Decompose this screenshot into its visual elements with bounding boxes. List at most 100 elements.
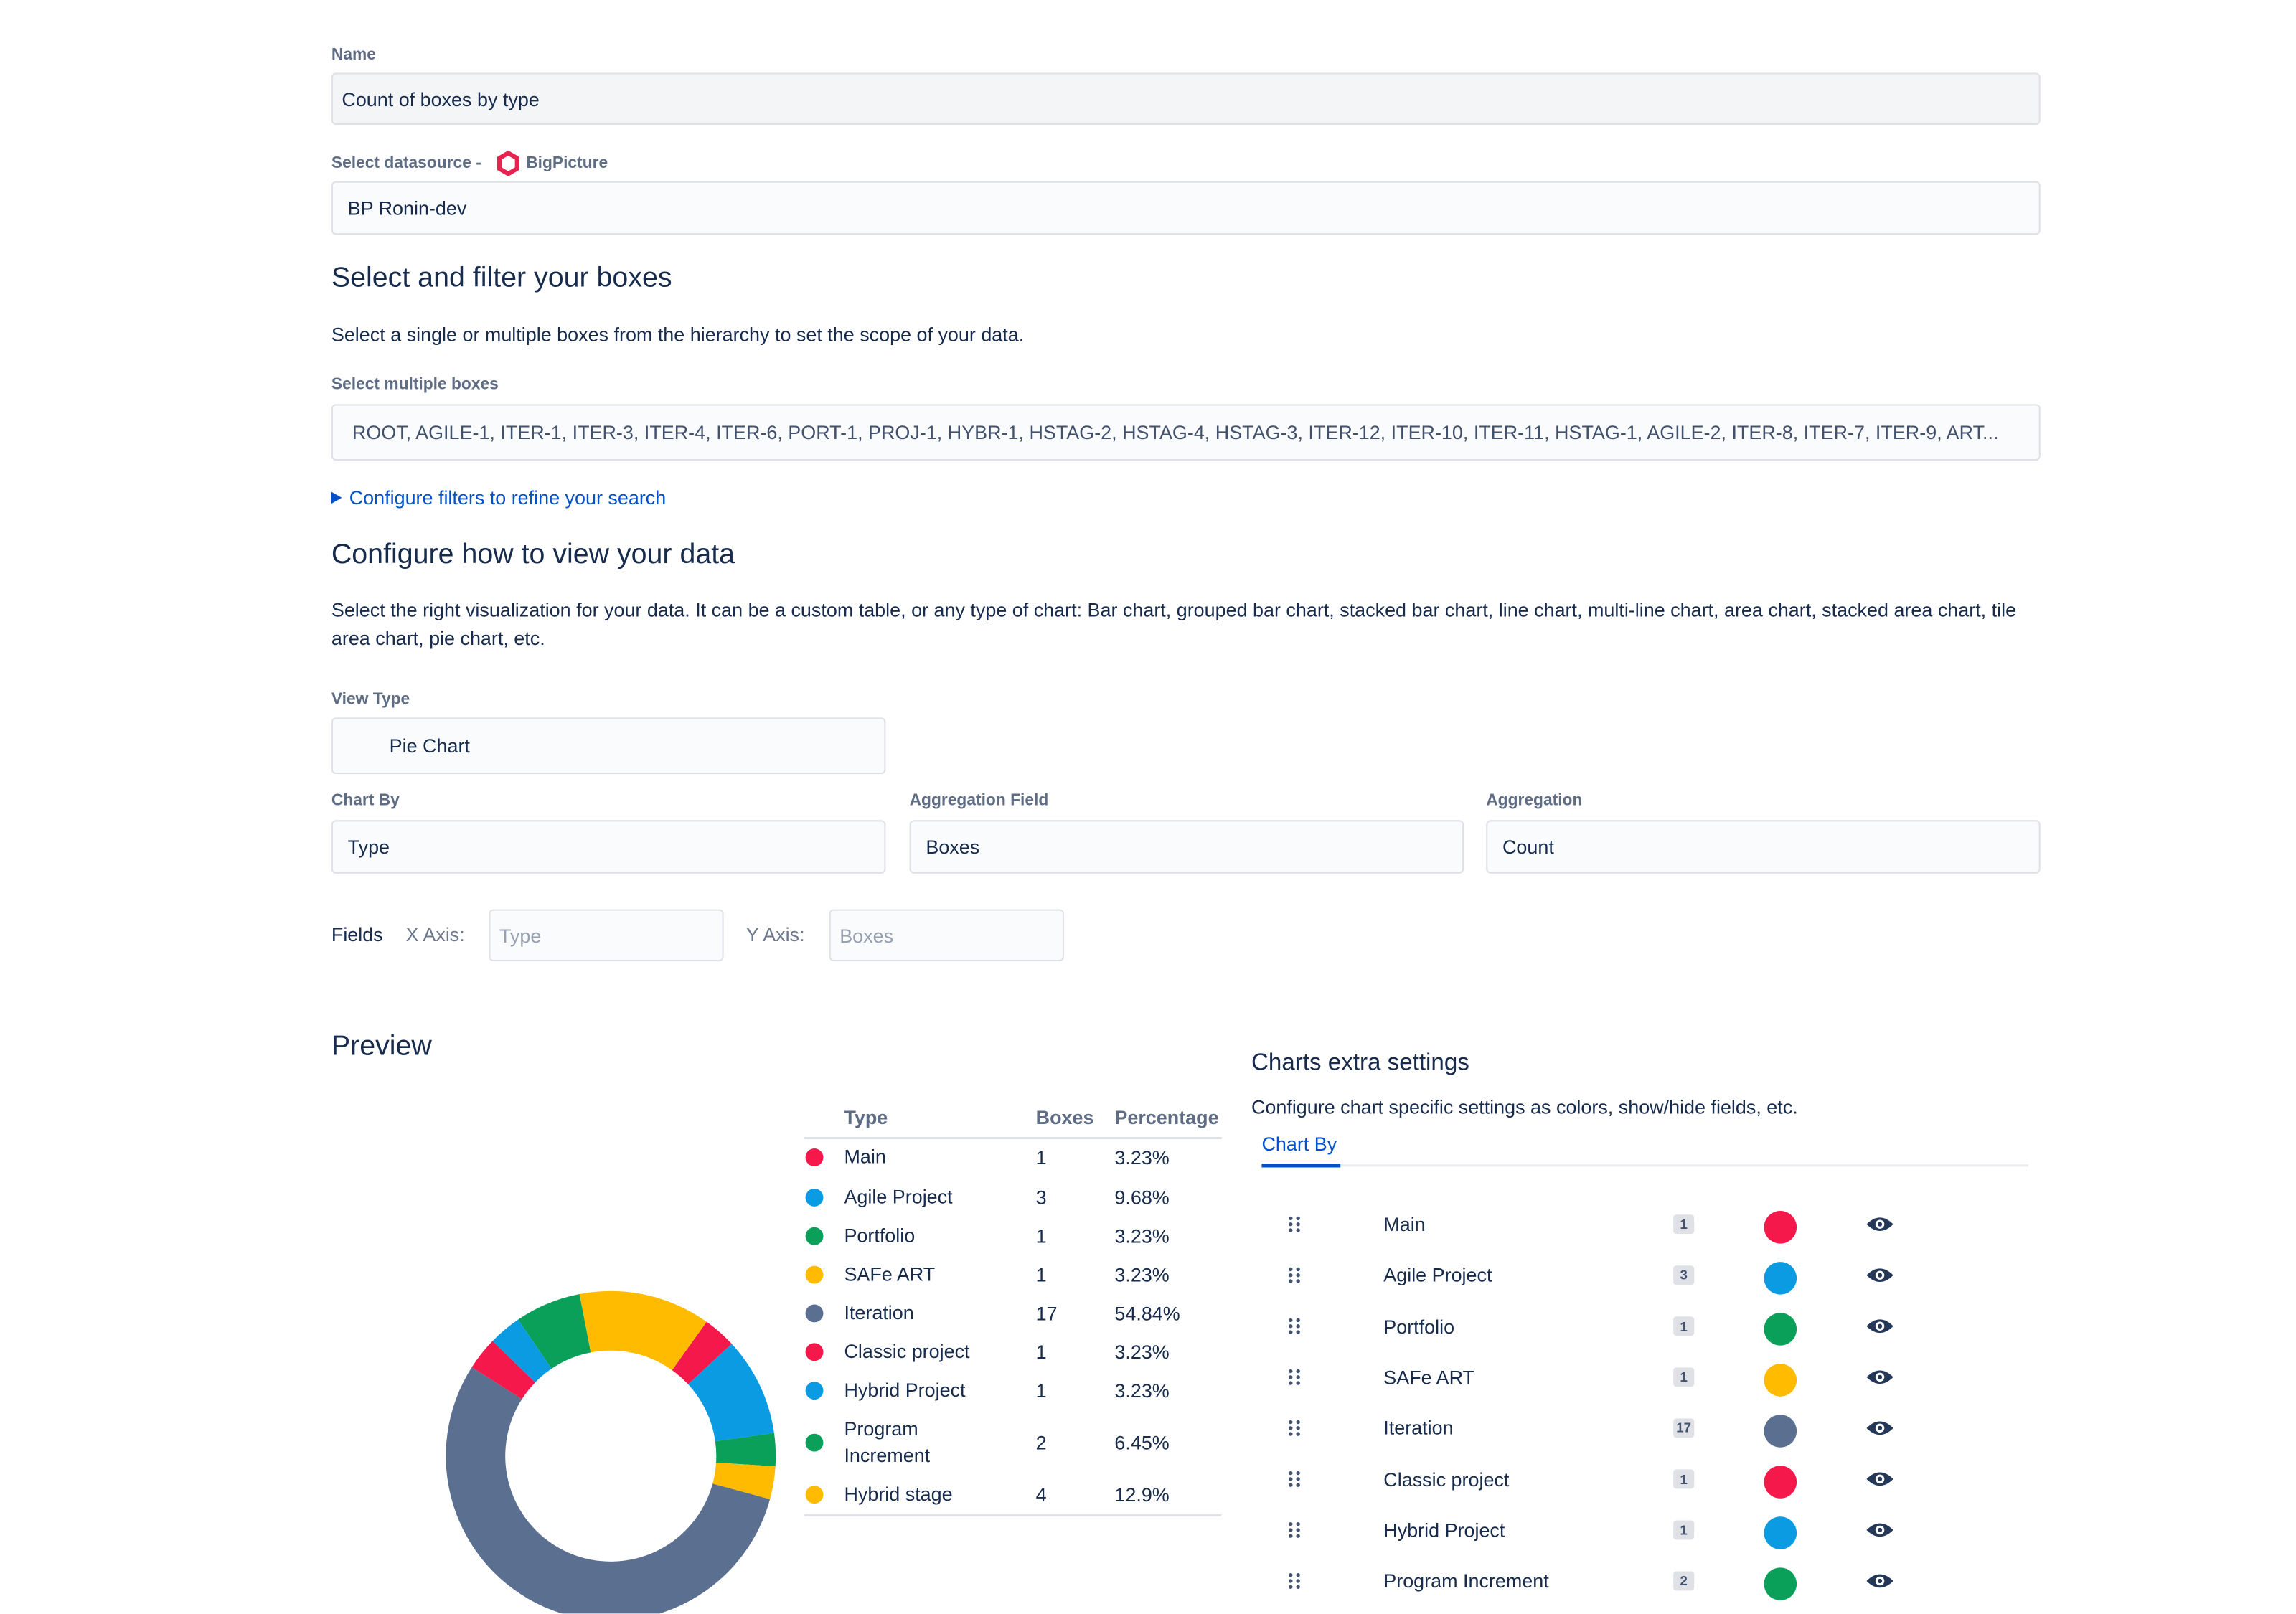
- boxes-cell: 4: [1035, 1483, 1047, 1506]
- color-swatch: [1764, 1313, 1797, 1346]
- count-badge-text: 1: [1680, 1217, 1688, 1232]
- x-axis-placeholder: Type: [499, 925, 542, 948]
- percentage-cell: 3.23%: [1114, 1263, 1170, 1286]
- drag-handle: [1296, 1426, 1300, 1430]
- count-badge: [1673, 1316, 1695, 1336]
- settings-tab[interactable]: Chart By: [1261, 1133, 1337, 1156]
- aggregation-label: Aggregation: [1486, 791, 1583, 810]
- eye-icon: [1877, 1578, 1883, 1584]
- count-badge: [1673, 1520, 1695, 1540]
- type-cell: SAFe ART: [844, 1263, 936, 1285]
- eye-icon: [1877, 1273, 1883, 1278]
- count-badge: [1673, 1418, 1695, 1438]
- color-swatch: [1764, 1415, 1797, 1448]
- name-value: Count of boxes by type: [342, 88, 540, 111]
- drag-handle: [1296, 1324, 1300, 1329]
- count-badge-text: 1: [1680, 1522, 1688, 1538]
- drag-handle: [1296, 1228, 1300, 1232]
- view-type-value: Pie Chart: [389, 735, 470, 758]
- settings-name: Program Increment: [1383, 1570, 1549, 1592]
- aggregation-field-label: Aggregation Field: [909, 791, 1049, 810]
- eye-icon: [1877, 1323, 1883, 1329]
- filters-link[interactable]: Configure filters to refine your search: [349, 486, 667, 509]
- settings-name: Portfolio: [1383, 1315, 1455, 1338]
- type-cell: Program Increment: [844, 1417, 931, 1467]
- y-axis-input[interactable]: [829, 909, 1064, 962]
- drag-handle: [1289, 1579, 1293, 1583]
- type-cell: Hybrid Project: [844, 1379, 966, 1402]
- color-swatch: [1764, 1262, 1797, 1295]
- expand-icon: [331, 491, 342, 504]
- percentage-cell: 3.23%: [1114, 1379, 1170, 1402]
- count-badge-text: 1: [1680, 1318, 1688, 1334]
- donut-slice: [715, 1433, 776, 1467]
- boxes-cell: 3: [1035, 1186, 1047, 1209]
- aggregation-field-select[interactable]: [909, 820, 1464, 874]
- preview-title: Preview: [331, 1031, 432, 1062]
- datasource-select[interactable]: [331, 181, 2041, 235]
- drag-handle: [1296, 1579, 1300, 1583]
- chart-by-select[interactable]: [331, 820, 886, 874]
- eye-icon: [1877, 1425, 1883, 1430]
- drag-handle: [1296, 1572, 1300, 1577]
- drag-handle: [1296, 1318, 1300, 1323]
- view-type-select[interactable]: [331, 717, 886, 775]
- color-swatch: [1764, 1516, 1797, 1549]
- drag-handle: [1296, 1432, 1300, 1436]
- section-desc: Select a single or multiple boxes from t…: [331, 323, 1025, 346]
- drag-handle: [1289, 1528, 1293, 1532]
- drag-handle: [1289, 1273, 1293, 1278]
- donut-slice: [492, 1319, 552, 1383]
- legend-dot: [805, 1148, 824, 1166]
- count-badge-text: 1: [1680, 1471, 1688, 1487]
- count-badge: [1673, 1265, 1695, 1285]
- donut-slice: [471, 1341, 535, 1400]
- drag-handle: [1289, 1521, 1293, 1526]
- section-heading: Configure how to view your data: [331, 539, 735, 571]
- x-axis-label: X Axis:: [405, 923, 465, 946]
- drag-handle: [1289, 1279, 1293, 1283]
- bigpicture-icon: [497, 150, 519, 176]
- drag-handle: [1289, 1477, 1293, 1481]
- boxes-cell: 1: [1035, 1379, 1047, 1402]
- drag-handle: [1289, 1483, 1293, 1487]
- color-swatch: [1764, 1364, 1797, 1397]
- boxes-label: Select multiple boxes: [331, 376, 499, 394]
- drag-handle: [1296, 1534, 1300, 1538]
- legend-dot: [805, 1227, 824, 1245]
- datasource-value: BP Ronin-dev: [347, 197, 467, 220]
- donut-slice: [672, 1321, 732, 1384]
- settings-name: Agile Project: [1383, 1264, 1492, 1287]
- color-swatch: [1764, 1567, 1797, 1600]
- percentage-cell: 12.9%: [1114, 1483, 1170, 1506]
- name-input[interactable]: [331, 72, 2041, 125]
- drag-handle: [1289, 1534, 1293, 1538]
- aggregation-select[interactable]: [1486, 820, 2041, 874]
- type-cell: Iteration: [844, 1301, 914, 1324]
- drag-handle: [1289, 1585, 1293, 1589]
- boxes-cell: 1: [1035, 1341, 1047, 1364]
- view-type-label: View Type: [331, 691, 410, 709]
- boxes-select[interactable]: [331, 404, 2041, 461]
- type-cell: Hybrid stage: [844, 1483, 953, 1506]
- drag-handle: [1289, 1572, 1293, 1577]
- drag-handle: [1289, 1426, 1293, 1430]
- x-axis-input[interactable]: [489, 909, 724, 962]
- aggregation-field-value: Boxes: [926, 836, 980, 859]
- drag-handle: [1296, 1420, 1300, 1425]
- eye-icon: [1877, 1476, 1883, 1481]
- datasource-brand: BigPicture: [526, 154, 608, 173]
- drag-handle: [1289, 1228, 1293, 1232]
- legend-dot: [805, 1343, 824, 1361]
- drag-handle: [1296, 1222, 1300, 1227]
- percentage-cell: 3.23%: [1114, 1224, 1170, 1247]
- drag-handle: [1289, 1318, 1293, 1323]
- count-badge: [1673, 1571, 1695, 1591]
- drag-handle: [1296, 1477, 1300, 1481]
- settings-name: SAFe ART: [1383, 1366, 1475, 1389]
- settings-name: Iteration: [1383, 1417, 1454, 1440]
- eye-icon: [1877, 1222, 1883, 1227]
- legend-dot: [805, 1433, 824, 1452]
- datasource-label: Select datasource -: [331, 154, 481, 173]
- type-cell: Classic project: [844, 1340, 970, 1363]
